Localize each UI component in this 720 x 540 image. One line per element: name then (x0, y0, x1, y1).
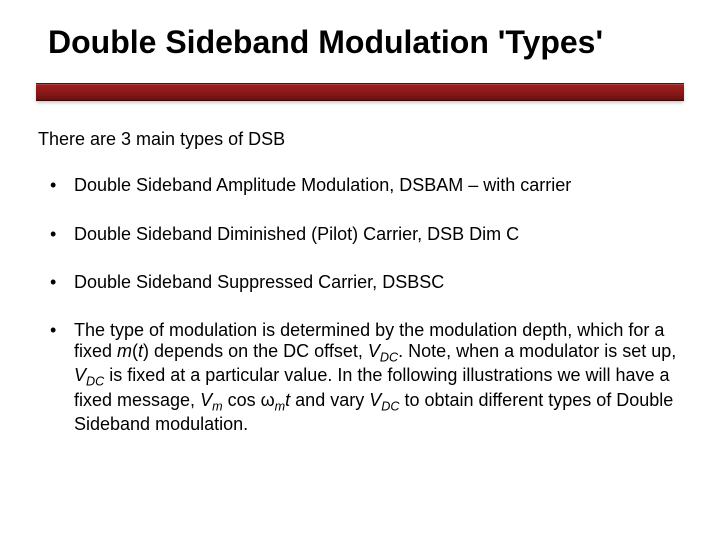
list-item: Double Sideband Diminished (Pilot) Carri… (44, 223, 684, 246)
var-m: m (117, 341, 132, 361)
var-vm-v: V (200, 390, 212, 410)
text-run: and vary (290, 390, 369, 410)
list-item-paragraph: The type of modulation is determined by … (44, 320, 684, 436)
text-run: ) depends on the DC offset, (143, 341, 368, 361)
text-run: . Note, when a modulator is set up, (398, 341, 676, 361)
list-item: Double Sideband Suppressed Carrier, DSBS… (44, 271, 684, 294)
slide-title: Double Sideband Modulation 'Types' (48, 24, 684, 61)
var-vdc-v: V (369, 390, 381, 410)
slide-container: Double Sideband Modulation 'Types' There… (0, 0, 720, 540)
text-run: cos ω (223, 390, 275, 410)
var-vdc-sub: DC (381, 399, 399, 413)
bullet-list: Double Sideband Amplitude Modulation, DS… (36, 174, 684, 435)
var-vdc-sub: DC (380, 350, 398, 364)
var-vdc-v: V (74, 365, 86, 385)
intro-text: There are 3 main types of DSB (38, 129, 684, 150)
var-wm-sub: m (275, 399, 286, 413)
var-vm-sub: m (212, 399, 223, 413)
var-vdc-v: V (368, 341, 380, 361)
var-vdc-sub: DC (86, 375, 104, 389)
list-item: Double Sideband Amplitude Modulation, DS… (44, 174, 684, 197)
divider-bar (36, 83, 684, 101)
